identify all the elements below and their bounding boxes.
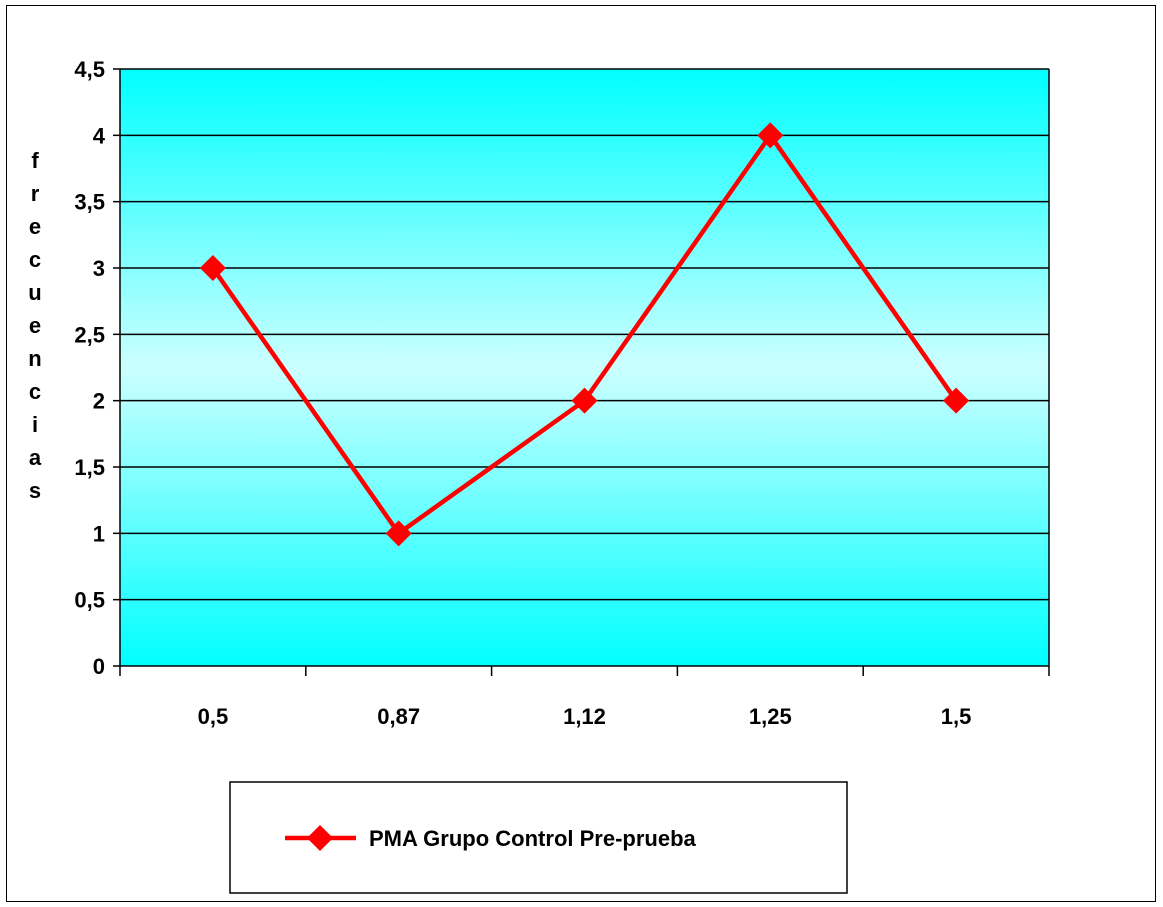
y-tick-label: 3 <box>93 256 105 281</box>
data-point-marker <box>385 520 412 547</box>
axes <box>113 68 1050 676</box>
x-tick-label: 1,25 <box>749 704 792 729</box>
y-axis-label-char: e <box>29 313 41 338</box>
series-group <box>199 122 970 547</box>
legend-label: PMA Grupo Control Pre-prueba <box>369 826 697 851</box>
data-point-marker <box>757 122 784 149</box>
y-axis-label-char: a <box>29 445 42 470</box>
y-tick-label: 4 <box>93 123 106 148</box>
y-tick-label: 2 <box>93 389 105 414</box>
plot-area <box>120 69 1049 666</box>
x-tick-label: 1,5 <box>941 704 972 729</box>
data-point-marker <box>571 387 598 414</box>
y-axis-label-char: f <box>31 148 39 173</box>
y-tick-labels: 0 0,5 1 1,5 2 2,5 3 3,5 4 4,5 <box>74 57 105 679</box>
y-tick-label: 1 <box>93 521 105 546</box>
y-axis-label-char: s <box>29 478 41 503</box>
y-axis-label-char: c <box>29 379 41 404</box>
y-axis-label-char: r <box>31 181 40 206</box>
y-axis-label-char: c <box>29 247 41 272</box>
x-tick-labels: 0,5 0,87 1,12 1,25 1,5 <box>198 704 972 729</box>
y-axis-label-char: n <box>28 346 41 371</box>
y-tick-label: 2,5 <box>74 322 105 347</box>
y-axis-label-char: u <box>28 280 41 305</box>
x-tick-label: 1,12 <box>563 704 606 729</box>
y-tick-label: 0 <box>93 654 105 679</box>
y-tick-label: 4,5 <box>74 57 105 82</box>
y-tick-label: 1,5 <box>74 455 105 480</box>
legend-box <box>229 781 848 894</box>
y-tick-label: 3,5 <box>74 190 105 215</box>
legend-marker <box>307 825 333 851</box>
gridlines <box>120 68 1049 601</box>
x-tick-label: 0,87 <box>377 704 420 729</box>
legend: PMA Grupo Control Pre-prueba <box>229 781 848 894</box>
x-tick-label: 0,5 <box>198 704 229 729</box>
data-point-marker <box>943 387 970 414</box>
y-axis-label-char: i <box>32 412 38 437</box>
y-tick-label: 0,5 <box>74 588 105 613</box>
y-axis-label-char: e <box>29 214 41 239</box>
data-point-marker <box>199 255 226 281</box>
